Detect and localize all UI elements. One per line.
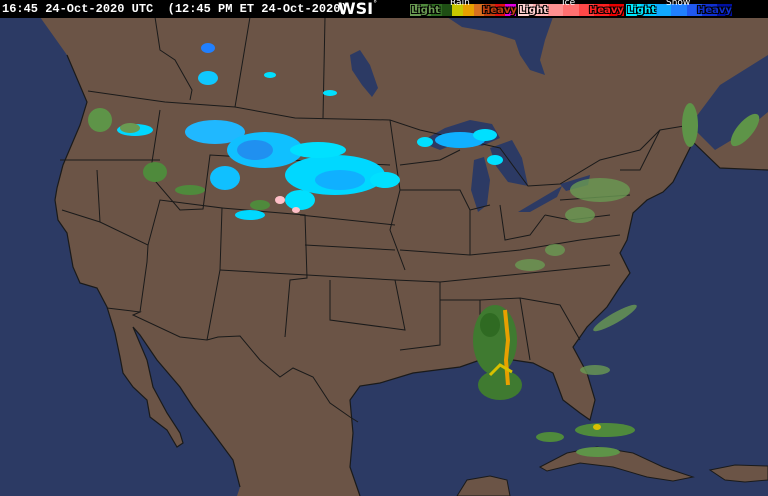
state-border <box>322 16 326 119</box>
legend-rain-swatch <box>420 4 432 16</box>
wsi-logo: WSI° <box>338 0 377 18</box>
legend-rain-light: Light <box>411 5 440 16</box>
legend-ice-swatch <box>533 4 549 16</box>
timestamp: 16:45 24-Oct-2020 UTC (12:45 PM ET 24-Oc… <box>2 2 348 16</box>
legend-snow-swatch <box>701 4 717 16</box>
rain-precipitation <box>88 103 760 457</box>
coastline <box>54 54 241 488</box>
legend-ice-swatch <box>548 4 564 16</box>
state-border <box>439 264 611 283</box>
us-mexico-border <box>106 307 359 423</box>
legend-ice-light: Light <box>519 5 548 16</box>
state-border <box>399 149 461 166</box>
legend-rain-scale <box>410 4 516 16</box>
legend-ice-title: Ice <box>562 0 576 8</box>
state-border <box>299 214 396 226</box>
legend-snow-swatch <box>641 4 657 16</box>
yucatan <box>456 475 511 496</box>
legend-rain-swatch <box>484 4 495 16</box>
legend-snow-swatch <box>671 4 687 16</box>
lake-winnipeg <box>350 50 378 97</box>
legend-rain-swatch <box>462 4 474 16</box>
legend-snow-swatch <box>716 4 732 16</box>
legend-rain-swatch <box>452 4 463 16</box>
header-bar: 16:45 24-Oct-2020 UTC (12:45 PM ET 24-Oc… <box>0 0 768 18</box>
state-border <box>219 269 406 331</box>
legend-snow-light: Light <box>627 5 656 16</box>
legend-snow-scale <box>626 4 732 16</box>
legend-ice-swatch <box>518 4 534 16</box>
state-border <box>389 119 406 271</box>
snow-precipitation <box>117 43 503 220</box>
lake-huron <box>490 140 528 186</box>
legend-snow-swatch <box>686 4 702 16</box>
legend-rain-title: Rain <box>450 0 470 8</box>
legend-ice-scale <box>518 4 624 16</box>
legend-rain-swatch <box>494 4 506 16</box>
legend-rain-swatch <box>473 4 485 16</box>
lake-michigan <box>471 157 490 212</box>
state-border <box>394 279 441 351</box>
state-border <box>499 204 546 241</box>
state-border <box>96 169 101 223</box>
hudson-bay <box>447 17 553 75</box>
state-border <box>620 129 661 171</box>
state-border <box>234 16 251 108</box>
lake-ontario <box>560 175 590 191</box>
state-border <box>304 244 396 251</box>
legend-snow-swatch <box>626 4 642 16</box>
state-border <box>221 207 308 338</box>
legend-rain-heavy: Heavy <box>482 5 517 16</box>
logo-mark: ° <box>373 0 378 8</box>
legend-rain-swatch <box>505 4 516 16</box>
legend-ice-swatch <box>608 4 624 16</box>
legend-snow-title: Snow <box>666 0 691 8</box>
state-border <box>154 16 193 101</box>
lake-erie <box>518 186 562 212</box>
legend-rain-swatch <box>410 4 421 16</box>
legend-rain-swatch <box>441 4 453 16</box>
logo-text: WSI <box>338 0 374 18</box>
state-border <box>400 189 471 211</box>
state-border <box>399 234 621 256</box>
legend-ice-swatch <box>578 4 594 16</box>
state-border <box>519 297 581 341</box>
legend-snow-heavy: Heavy <box>697 5 732 16</box>
hispaniola <box>708 464 768 483</box>
north-america-land <box>40 17 768 496</box>
legend-snow-swatch <box>656 4 672 16</box>
legend-ice-swatch <box>593 4 609 16</box>
gulf-coastline <box>349 141 768 496</box>
legend-ice-heavy: Heavy <box>589 5 624 16</box>
legend-ice-swatch <box>563 4 579 16</box>
legend-rain-swatch <box>431 4 442 16</box>
